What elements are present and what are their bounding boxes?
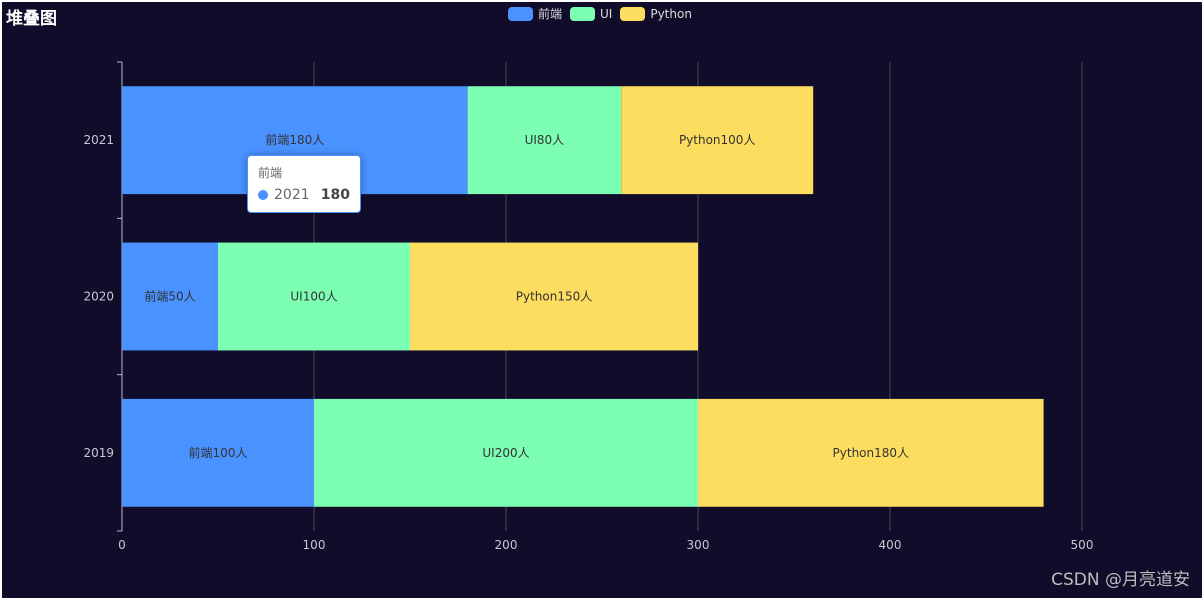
bar-segment — [410, 242, 698, 351]
bar-data-label: 前端180人 — [265, 132, 324, 147]
tooltip-value: 180 — [320, 187, 350, 203]
bar-segment — [698, 398, 1044, 507]
legend-swatch-ui — [570, 6, 596, 21]
bar-data-label: 前端50人 — [144, 289, 195, 304]
bar-data-label: Python100人 — [679, 133, 756, 147]
bar-segment — [621, 86, 814, 195]
legend-label-ui: UI — [600, 6, 613, 21]
bar-data-label: 前端100人 — [189, 445, 248, 460]
bar-data-label: Python150人 — [516, 290, 593, 304]
bar-data-label: UI80人 — [525, 133, 565, 147]
legend-label-frontend: 前端 — [538, 7, 563, 21]
legend-label-python: Python — [650, 6, 692, 21]
legend: 前端 UI Python — [508, 5, 692, 22]
bar-data-label: UI100人 — [290, 290, 337, 304]
bar-data-label: Python180人 — [833, 446, 910, 460]
legend-item-ui[interactable]: UI — [570, 6, 613, 21]
legend-item-frontend[interactable]: 前端 — [508, 5, 562, 22]
y-tick-label: 2021 — [83, 133, 114, 147]
bar-segment — [218, 242, 410, 351]
x-tick-label: 400 — [879, 538, 902, 552]
x-tick-label: 0 — [118, 538, 126, 552]
x-tick-label: 100 — [303, 538, 326, 552]
tooltip-row: 2021 180 — [258, 187, 350, 203]
tooltip-marker — [258, 190, 268, 200]
x-tick-label: 500 — [1071, 538, 1094, 552]
x-tick-label: 300 — [687, 538, 710, 552]
legend-swatch-frontend — [508, 6, 533, 21]
bar-segment — [467, 86, 622, 195]
tooltip-series: 前端 — [258, 166, 283, 180]
watermark: CSDN @月亮道安 — [1051, 570, 1190, 590]
bar-segment — [122, 398, 314, 507]
bar-segment — [314, 398, 698, 507]
legend-swatch-python — [620, 6, 646, 21]
x-tick-label: 200 — [495, 538, 518, 552]
chart-title: 堆叠图 — [6, 9, 57, 29]
y-tick-label: 2020 — [83, 290, 114, 304]
y-tick-label: 2019 — [83, 446, 114, 460]
bar-data-label: UI200人 — [482, 446, 529, 460]
tooltip-category: 2021 — [274, 187, 310, 203]
legend-item-python[interactable]: Python — [620, 6, 692, 21]
bar-segment — [122, 242, 218, 351]
tooltip: 前端 2021 180 — [247, 155, 361, 213]
